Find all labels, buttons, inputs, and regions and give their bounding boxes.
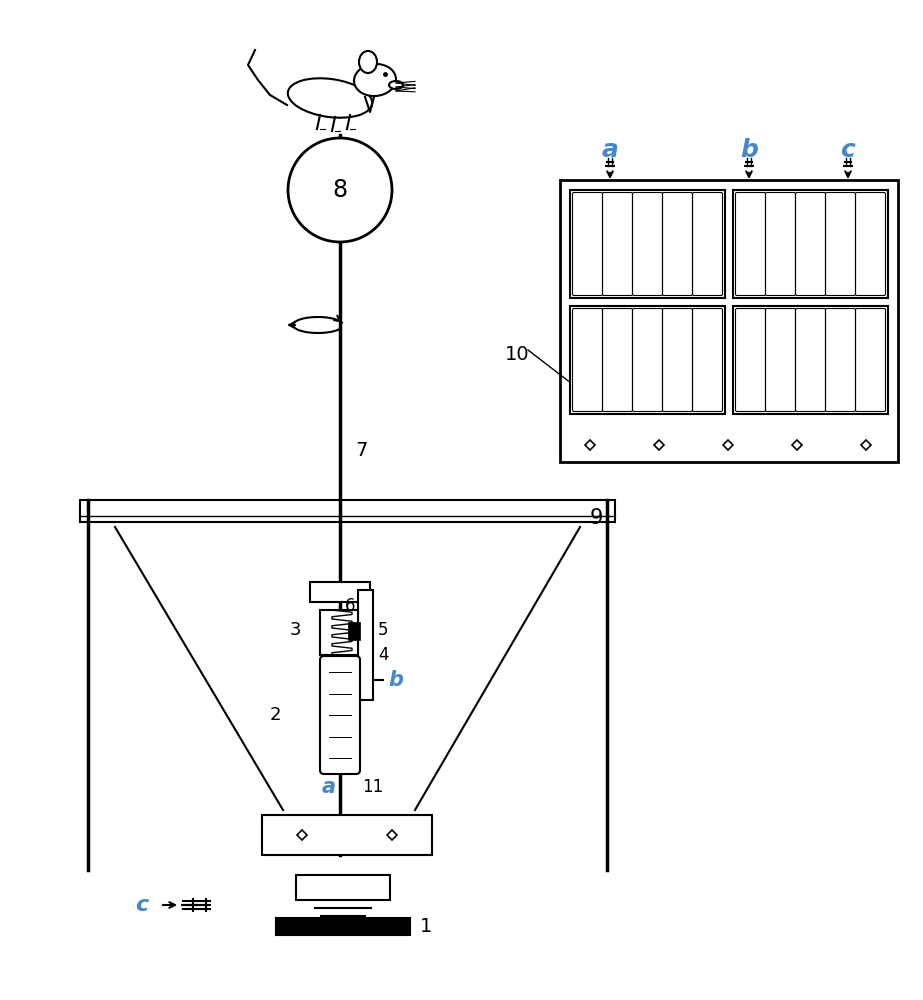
Text: b: b (388, 670, 403, 690)
Text: c: c (136, 895, 149, 915)
Ellipse shape (354, 64, 396, 96)
Bar (262, 815, 432, 855)
Text: a: a (322, 777, 336, 797)
Circle shape (288, 138, 392, 242)
Bar (560, 180, 898, 462)
Ellipse shape (389, 81, 403, 89)
Ellipse shape (359, 51, 377, 73)
Text: 11: 11 (362, 778, 383, 796)
Text: 3: 3 (290, 621, 302, 639)
Text: 2: 2 (270, 706, 282, 724)
Bar (358, 590, 373, 700)
Text: 1: 1 (420, 916, 432, 936)
Text: 10: 10 (505, 346, 530, 364)
Bar (570, 306, 725, 414)
Text: 8: 8 (332, 178, 348, 202)
Ellipse shape (288, 78, 372, 118)
Text: a: a (602, 138, 618, 162)
Text: 5: 5 (378, 621, 389, 639)
FancyBboxPatch shape (320, 656, 360, 774)
Bar (296, 875, 390, 900)
Text: 9: 9 (590, 508, 603, 528)
Bar (310, 582, 370, 602)
Text: b: b (740, 138, 758, 162)
Text: 6: 6 (345, 597, 355, 615)
Text: 7: 7 (355, 440, 367, 460)
Bar (733, 306, 888, 414)
Bar (320, 610, 358, 655)
Text: c: c (841, 138, 856, 162)
Text: 4: 4 (378, 646, 389, 664)
Bar (733, 190, 888, 298)
Bar (348, 622, 360, 640)
Bar (570, 190, 725, 298)
Bar (276, 918, 410, 935)
Bar (80, 500, 615, 522)
